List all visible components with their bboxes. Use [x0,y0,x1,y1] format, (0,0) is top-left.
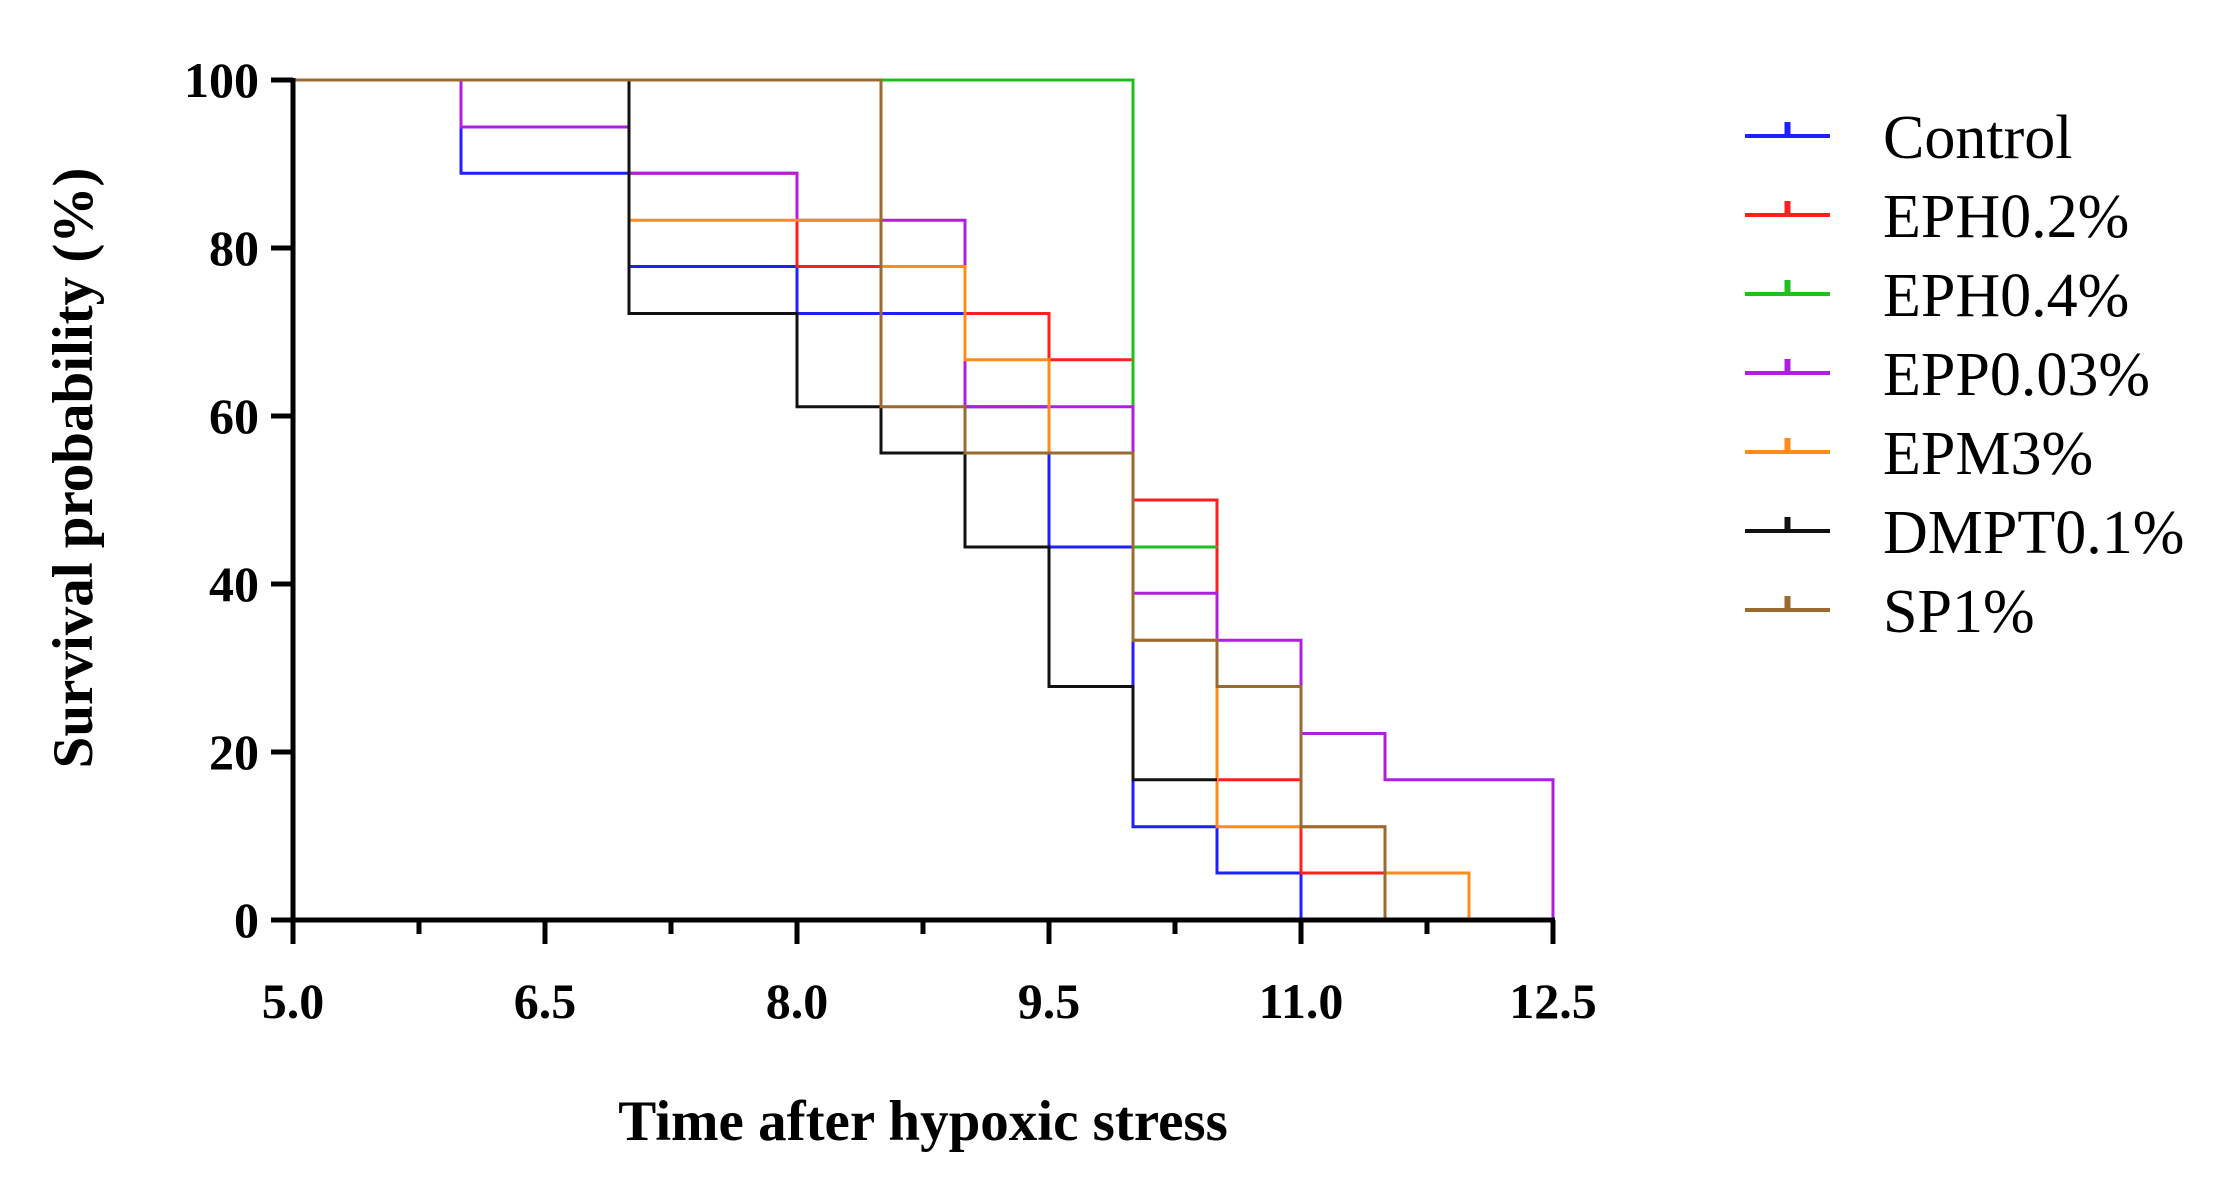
series-line-sp1- [293,78,1387,920]
series-line-epp0-03- [293,78,1555,920]
legend-label-eph0-4-: EPH0.4% [1883,262,2129,330]
legend-label-epm3-: EPM3% [1883,420,2093,488]
x-tick-label: 5.0 [262,973,325,1029]
y-tick-label: 0 [234,892,259,948]
series-layer [293,78,1555,920]
y-tick-label: 20 [209,724,259,780]
y-tick-label: 40 [209,556,259,612]
legend-label-sp1-: SP1% [1883,578,2035,646]
y-tick-label: 100 [184,52,259,108]
legend: Control EPH0.2% EPH0.4% EPP0.03% EPM3% DMPT0.… [1745,104,2184,646]
series-line-eph0-2- [293,78,1387,920]
legend-label-epp0-03-: EPP0.03% [1883,341,2150,409]
x-tick-label: 6.5 [514,973,577,1029]
y-tick-label: 60 [209,388,259,444]
axes-layer: 0 20 40 60 80 100 5.0 6.5 8.0 9.5 11.0 12.5 [184,52,1597,1029]
legend-label-dmpt0-1-: DMPT0.1% [1883,499,2184,567]
x-tick-label: 8.0 [766,973,829,1029]
legend-label-control: Control [1883,104,2072,172]
x-tick-label: 12.5 [1509,973,1597,1029]
x-axis-title: Time after hypoxic stress [618,1090,1228,1153]
y-axis-title: Survival probability (%) [42,168,105,769]
series-line-dmpt0-1- [293,78,1217,782]
legend-label-eph0-2-: EPH0.2% [1883,183,2129,251]
x-tick-label: 11.0 [1259,973,1344,1029]
y-tick-label: 80 [209,220,259,276]
x-tick-label: 9.5 [1018,973,1081,1029]
